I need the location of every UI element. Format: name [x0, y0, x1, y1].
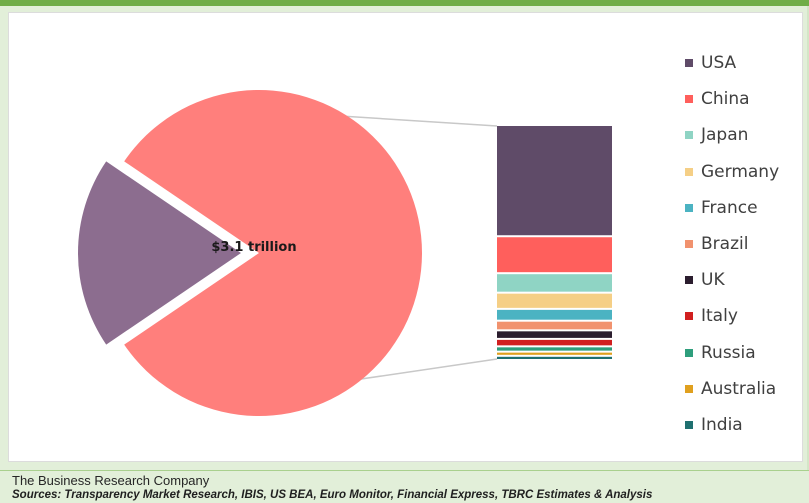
- legend-swatch: [685, 59, 693, 67]
- legend-label: Germany: [701, 161, 780, 182]
- legend-swatch: [685, 421, 693, 429]
- legend-item-australia: Australia: [685, 379, 776, 399]
- legend-swatch: [685, 276, 693, 285]
- pie: [78, 90, 423, 417]
- legend-item-uk: UK: [685, 270, 725, 290]
- header-strip: [0, 0, 809, 6]
- bar-segment-brazil: [497, 321, 612, 330]
- legend-swatch: [685, 384, 693, 393]
- pie-of-bar-chart: $3.1 trillion: [78, 90, 612, 417]
- stacked-bar: [497, 126, 612, 359]
- legend-item-india: India: [685, 415, 743, 435]
- legend-label: Russia: [701, 342, 756, 363]
- bar-segment-italy: [497, 339, 612, 346]
- legend-label: China: [701, 89, 750, 110]
- legend-label: Australia: [701, 378, 777, 399]
- legend-item-russia: Russia: [685, 343, 756, 363]
- footer: The Business Research Company Sources: T…: [0, 470, 809, 503]
- legend-label: Brazil: [701, 234, 749, 254]
- chart-area: $3.1 trillion USA China Japan Germany France…: [8, 12, 803, 462]
- pie-slice-main: [124, 90, 423, 417]
- bar-segment-australia: [497, 352, 612, 355]
- legend-swatch: [685, 203, 693, 212]
- legend-swatch: [685, 348, 693, 357]
- legend-item-brazil: Brazil: [685, 234, 748, 254]
- bar-segment-russia: [497, 347, 612, 351]
- company-name: The Business Research Company: [12, 473, 210, 488]
- legend-label: UK: [701, 270, 725, 291]
- legend-label: Japan: [701, 125, 749, 146]
- legend-swatch: [685, 240, 693, 248]
- legend-swatch: [685, 95, 693, 104]
- legend-label: France: [701, 197, 758, 218]
- bar-segment-japan: [497, 274, 612, 292]
- bar-segment-usa: [497, 126, 612, 236]
- legend-item-france: France: [685, 198, 758, 218]
- legend-label: USA: [701, 53, 737, 73]
- legend-swatch: [685, 312, 693, 321]
- bar-segment-china: [497, 237, 612, 273]
- bar-segment-india: [497, 356, 612, 359]
- bar-segment-uk: [497, 331, 612, 338]
- legend-item-italy: Italy: [685, 306, 738, 326]
- legend-item-germany: Germany: [685, 162, 779, 182]
- bar-segment-germany: [497, 293, 612, 308]
- legend-swatch: [685, 167, 693, 176]
- legend-item-usa: USA: [685, 53, 736, 73]
- chart-frame: $3.1 trillion USA China Japan Germany France…: [0, 6, 809, 470]
- bar-segment-france: [497, 309, 612, 320]
- pie-center-label: $3.1 trillion: [211, 240, 296, 255]
- legend-label: Italy: [701, 306, 738, 327]
- legend-item-japan: Japan: [685, 125, 748, 145]
- legend-swatch: [685, 131, 693, 140]
- legend-item-china: China: [685, 89, 750, 109]
- sources-note: Sources: Transparency Market Research, I…: [12, 489, 653, 501]
- pie-slice-exploded: [78, 161, 241, 345]
- legend-label: India: [701, 415, 743, 435]
